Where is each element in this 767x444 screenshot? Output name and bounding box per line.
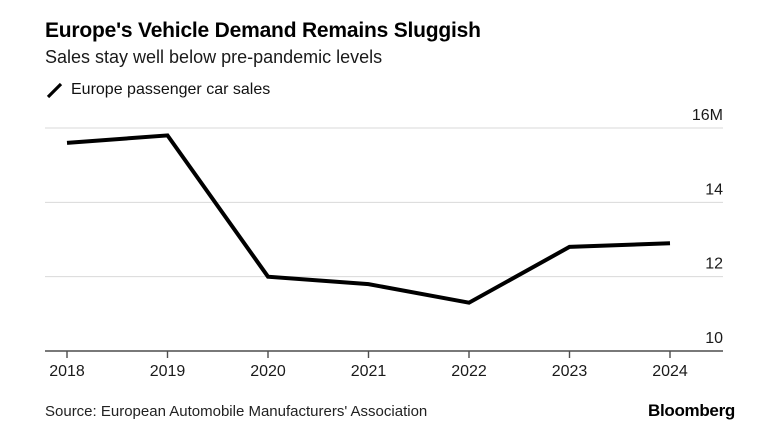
source-text: Source: European Automobile Manufacturer… — [45, 403, 428, 420]
legend-label: Europe passenger car sales — [71, 81, 271, 98]
y-axis-label: 16M — [692, 107, 723, 124]
y-axis-label: 12 — [705, 256, 723, 273]
legend: Europe passenger car sales — [46, 81, 270, 99]
x-axis-label: 2022 — [451, 363, 487, 380]
x-axis-label: 2021 — [351, 363, 387, 380]
slash-icon — [46, 82, 63, 98]
x-axis-label: 2019 — [150, 363, 186, 380]
x-axis-label: 2018 — [49, 363, 85, 380]
x-axis-label: 2023 — [552, 363, 588, 380]
series-line — [66, 133, 671, 305]
x-axis-label: 2024 — [652, 363, 688, 380]
x-axis-label: 2020 — [250, 363, 286, 380]
chart-subtitle: Sales stay well below pre-pandemic level… — [45, 47, 383, 67]
bloomberg-logo: Bloomberg — [647, 401, 735, 420]
y-axis-label: 14 — [705, 181, 723, 198]
chart-title: Europe's Vehicle Demand Remains Sluggish — [45, 19, 481, 42]
y-axis-label: 10 — [705, 330, 723, 347]
